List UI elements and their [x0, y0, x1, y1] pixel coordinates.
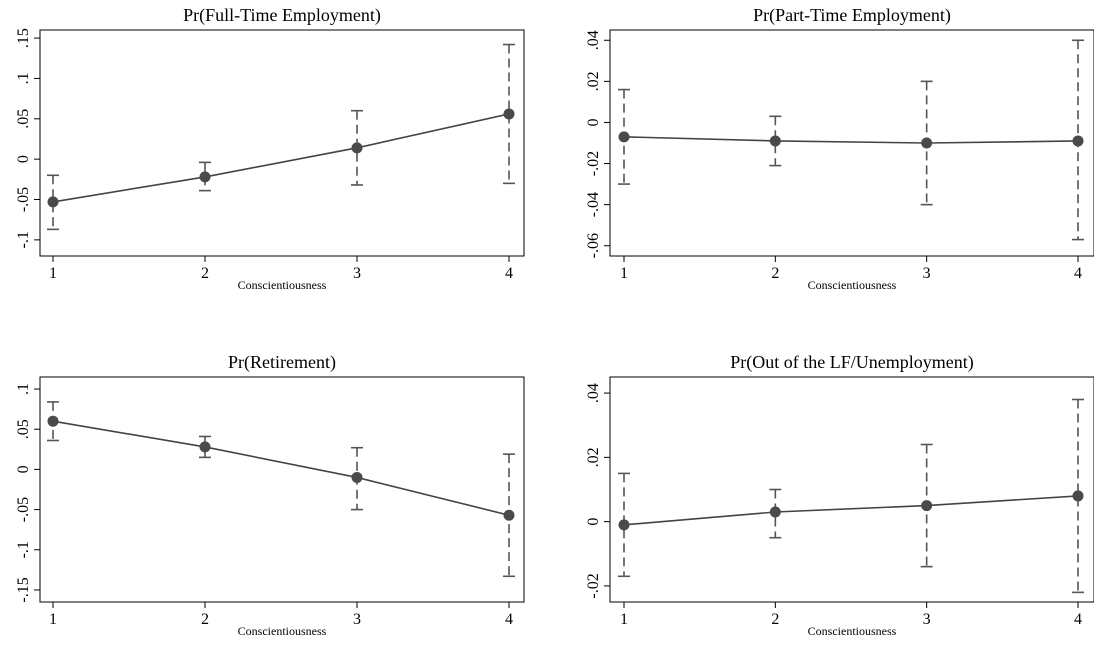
y-tick-label: .02 — [585, 71, 602, 91]
x-tick-label: 2 — [771, 611, 779, 628]
data-point — [618, 519, 630, 531]
plot-frame — [609, 376, 1094, 603]
x-tick-label: 3 — [923, 611, 931, 628]
series-line — [623, 136, 1079, 144]
series-line — [52, 420, 510, 516]
data-point — [769, 506, 781, 518]
x-tick-label: 2 — [201, 265, 209, 282]
data-point — [199, 441, 211, 453]
data-point — [921, 137, 933, 149]
x-axis-label: Conscientiousness — [238, 624, 327, 638]
plot-frame — [609, 29, 1094, 257]
y-tick-label: .05 — [15, 109, 32, 129]
chart-title: Pr(Out of the LF/Unemployment) — [730, 352, 973, 373]
y-tick-label: 0 — [15, 465, 32, 473]
data-point — [769, 135, 781, 147]
panel-full-time-employment: Pr(Full-Time Employment) -.1 -.05 0 .05 .1 .15… — [15, 5, 525, 292]
data-point — [351, 142, 363, 154]
y-tick-label: 0 — [15, 155, 32, 163]
y-tick-label: -.04 — [585, 192, 602, 217]
x-tick-label: 1 — [620, 611, 628, 628]
x-tick-label: 4 — [1074, 611, 1082, 628]
x-axis-label: Conscientiousness — [238, 278, 327, 292]
data-point — [921, 500, 933, 512]
data-point — [47, 196, 59, 208]
data-point — [47, 415, 59, 427]
series-line — [52, 113, 510, 203]
plot-frame — [39, 376, 525, 603]
y-tick-label: 0 — [585, 518, 602, 526]
x-tick-label: 3 — [353, 265, 361, 282]
series-line — [623, 495, 1079, 526]
data-point — [199, 171, 211, 183]
x-tick-label: 4 — [505, 265, 513, 282]
x-tick-label: 4 — [505, 611, 513, 628]
data-point — [1072, 135, 1084, 147]
chart-title: Pr(Full-Time Employment) — [183, 5, 381, 26]
data-point — [1072, 490, 1084, 502]
x-tick-label: 1 — [620, 265, 628, 282]
y-tick-label: .15 — [15, 28, 32, 48]
y-tick-label: -.15 — [15, 577, 32, 602]
y-tick-label: .04 — [585, 383, 602, 403]
y-tick-label: .05 — [15, 419, 32, 439]
x-tick-label: 3 — [353, 611, 361, 628]
x-tick-label: 1 — [49, 611, 57, 628]
data-point — [503, 509, 515, 521]
y-tick-label: -.1 — [15, 541, 32, 558]
data-point — [618, 131, 630, 143]
y-tick-label: -.02 — [585, 573, 602, 598]
y-tick-label: -.05 — [15, 497, 32, 522]
y-tick-label: .1 — [15, 72, 32, 84]
chart-title: Pr(Retirement) — [228, 352, 336, 373]
y-tick-label: -.1 — [15, 231, 32, 248]
y-tick-label: -.02 — [585, 151, 602, 176]
x-tick-label: 2 — [201, 611, 209, 628]
y-tick-label: .1 — [15, 383, 32, 395]
y-tick-label: -.05 — [15, 187, 32, 212]
x-axis-label: Conscientiousness — [808, 624, 897, 638]
x-axis-label: Conscientiousness — [808, 278, 897, 292]
y-tick-label: .04 — [585, 30, 602, 50]
plot-frame — [39, 29, 525, 257]
data-point — [503, 108, 515, 120]
x-tick-label: 3 — [923, 265, 931, 282]
x-tick-label: 2 — [771, 265, 779, 282]
chart-title: Pr(Part-Time Employment) — [753, 5, 951, 26]
y-tick-label: 0 — [585, 118, 602, 126]
y-tick-label: .02 — [585, 447, 602, 467]
x-tick-label: 1 — [49, 265, 57, 282]
x-tick-label: 4 — [1074, 265, 1082, 282]
y-tick-label: -.06 — [585, 233, 602, 258]
panel-part-time-employment: Pr(Part-Time Employment) -.06 -.04 -.02 0 .02… — [585, 5, 1094, 292]
data-point — [351, 471, 363, 483]
panel-out-of-lf-unemployment: Pr(Out of the LF/Unemployment) -.02 0 .02 .0… — [585, 352, 1094, 638]
panel-retirement: Pr(Retirement) -.15 -.1 -.05 0 .05 .1 1 2 3 4 Consc… — [15, 352, 525, 638]
